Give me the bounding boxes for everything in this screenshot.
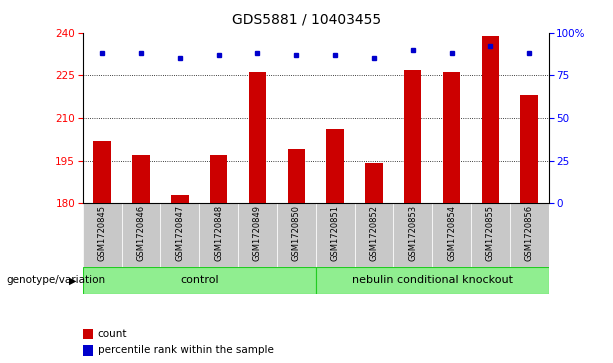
Text: GSM1720845: GSM1720845	[97, 205, 107, 261]
Bar	[249, 73, 266, 203]
Bar	[471, 203, 510, 267]
Bar	[326, 129, 344, 203]
Text: GSM1720847: GSM1720847	[175, 205, 185, 261]
Text: GSM1720856: GSM1720856	[525, 205, 534, 261]
Bar	[432, 203, 471, 267]
Text: GSM1720848: GSM1720848	[214, 205, 223, 261]
Text: GSM1720851: GSM1720851	[330, 205, 340, 261]
Text: percentile rank within the sample: percentile rank within the sample	[97, 345, 273, 355]
Bar	[404, 70, 422, 203]
Bar	[83, 267, 316, 294]
Bar	[132, 155, 150, 203]
Bar	[238, 203, 277, 267]
Text: GSM1720850: GSM1720850	[292, 205, 301, 261]
Text: GSM1720854: GSM1720854	[447, 205, 456, 261]
Bar	[443, 73, 460, 203]
Bar	[365, 163, 383, 203]
Bar	[520, 95, 538, 203]
Bar	[482, 36, 499, 203]
Text: count: count	[97, 329, 127, 339]
Text: control: control	[180, 276, 219, 285]
Bar	[277, 203, 316, 267]
Text: GSM1720853: GSM1720853	[408, 205, 417, 261]
Text: nebulin conditional knockout: nebulin conditional knockout	[352, 276, 512, 285]
Bar	[210, 155, 227, 203]
Bar	[199, 203, 238, 267]
Text: GDS5881 / 10403455: GDS5881 / 10403455	[232, 13, 381, 27]
Bar	[83, 203, 121, 267]
Text: GSM1720855: GSM1720855	[486, 205, 495, 261]
Bar	[93, 141, 111, 203]
Text: GSM1720849: GSM1720849	[253, 205, 262, 261]
Bar	[354, 203, 394, 267]
Bar	[316, 203, 354, 267]
Bar	[121, 203, 161, 267]
Bar	[161, 203, 199, 267]
Bar	[83, 329, 93, 339]
Bar	[171, 195, 189, 203]
Bar	[510, 203, 549, 267]
Text: ▶: ▶	[69, 276, 77, 285]
Text: genotype/variation: genotype/variation	[6, 276, 105, 285]
Bar	[287, 149, 305, 203]
Text: GSM1720852: GSM1720852	[370, 205, 378, 261]
Bar	[83, 345, 93, 356]
Text: GSM1720846: GSM1720846	[137, 205, 145, 261]
Bar	[394, 203, 432, 267]
Bar	[316, 267, 549, 294]
